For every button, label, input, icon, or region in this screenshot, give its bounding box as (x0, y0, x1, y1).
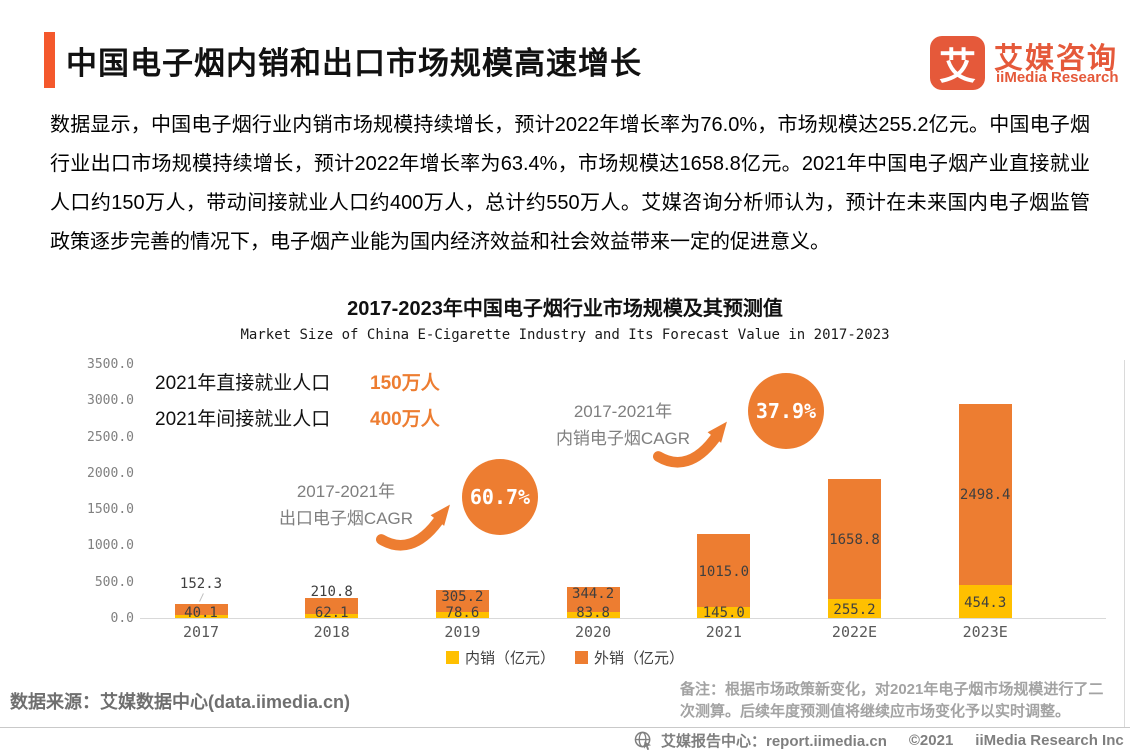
x-axis-label: 2021 (705, 623, 742, 641)
bar-segment-export (958, 403, 1012, 586)
chart-subtitle: Market Size of China E-Cigarette Industr… (240, 327, 890, 343)
bar-segment-export (828, 479, 881, 600)
y-axis-tick: 0.0 (110, 611, 134, 626)
legend-swatch (575, 651, 588, 664)
y-axis: 0.0 500.0 1000.0 1500.0 2000.0 2500.0 3000.0 35… (68, 357, 140, 626)
stacked-bar: 344.2 83.8 (566, 586, 620, 621)
footer-divider (0, 727, 1130, 728)
export-cagr-line1: 2017-2021年 (296, 482, 396, 501)
export-value-label: 344.2 (572, 585, 615, 602)
export-cagr-label: 2017-2021年 出口电子烟CAGR (251, 478, 441, 532)
direct-employment-label: 2021年直接就业人口 (155, 373, 331, 394)
footer-bar: 艾媒报告中心：report.iimedia.cn ©2021 iiMedia R… (634, 730, 1124, 750)
copyright-text: ©2021 (908, 732, 954, 749)
chart-plot: 152.3 40.1 2017 210.8 62.1 2018 305.2 78.6 2019 3… (140, 364, 1106, 641)
domestic-cagr-line1: 2017-2021年 (573, 402, 673, 421)
page-title: 中国电子烟内销和出口市场规模高速增长 (66, 46, 642, 81)
stacked-bar: 152.3 40.1 (174, 576, 228, 621)
bar-segment-domestic (828, 599, 881, 618)
logo-name-en: iiMedia Research (996, 69, 1119, 86)
domestic-value-label: 83.8 (576, 605, 610, 621)
bar-segment-domestic (305, 613, 359, 618)
growth-arrow-icon (652, 421, 727, 468)
domestic-value-label: 78.6 (445, 605, 480, 621)
data-source: 数据来源：艾媒数据中心(data.iimedia.cn) (10, 692, 351, 712)
x-axis-label: 2022E (831, 623, 878, 641)
stacked-bar: 2498.4 454.3 (958, 403, 1012, 618)
y-axis-tick: 1000.0 (87, 538, 134, 554)
export-value-label: 1658.8 (829, 532, 880, 549)
export-cagr-line2: 出口电子烟CAGR (278, 509, 414, 528)
x-axis-label: 2018 (313, 623, 350, 641)
bar-segment-domestic (174, 615, 228, 618)
domestic-cagr-badge: 37.9% (748, 373, 824, 449)
report-center-text: 艾媒报告中心：report.iimedia.cn (661, 733, 887, 750)
legend-label: 内销（亿元） (464, 650, 555, 667)
y-axis-tick: 3500.0 (87, 357, 134, 372)
stacked-bar: 1658.8 255.2 (828, 479, 881, 618)
export-value-label: 152.3 (179, 576, 223, 593)
bar-segment-export (305, 598, 359, 614)
y-axis-tick: 2500.0 (87, 429, 134, 445)
bar-segment-export (566, 586, 620, 612)
legend-item: 外销（亿元） (575, 647, 684, 668)
legend-label: 外销（亿元） (594, 650, 685, 667)
export-value-label: 1015.0 (698, 563, 750, 580)
stacked-bar: 305.2 78.6 (435, 589, 489, 621)
label-leader-line (199, 593, 204, 602)
x-axis-label: 2017 (182, 623, 220, 641)
footnote: 备注：根据市场政策新变化，对2021年电子烟市场规模进行了二次测算。后续年度预测… (680, 681, 1104, 720)
globe-cursor-icon (634, 731, 652, 750)
stacked-bar: 210.8 62.1 (305, 584, 359, 621)
export-value-label: 210.8 (310, 584, 353, 601)
legend-swatch (445, 651, 459, 664)
bar-segment-domestic (566, 611, 620, 618)
page-right-border (1124, 360, 1125, 727)
bar-segment-domestic (697, 607, 751, 618)
company-text: iiMedia Research Inc (975, 732, 1124, 749)
bar-segment-domestic (958, 585, 1012, 618)
x-axis-label: 2020 (575, 623, 612, 641)
logo-glyph: 艾 (939, 46, 976, 87)
domestic-cagr-label: 2017-2021年 内销电子烟CAGR (528, 398, 718, 452)
x-axis-label: 2019 (444, 623, 481, 641)
domestic-value-label: 454.3 (964, 594, 1007, 611)
bar-segment-domestic (435, 612, 489, 618)
intro-paragraph: 数据显示，中国电子烟行业内销市场规模持续增长，预计2022年增长率为76.0%，… (50, 114, 1090, 253)
chart-legend: 内销（亿元） 外销（亿元） (0, 647, 1130, 668)
chart-title: 2017-2023年中国电子烟行业市场规模及其预测值 (347, 298, 783, 320)
y-axis-tick: 1500.0 (87, 502, 134, 518)
iimedia-logo-icon: 艾 (930, 36, 985, 90)
bar-segment-export (174, 604, 228, 616)
domestic-cagr-line2: 内销电子烟CAGR (555, 429, 691, 448)
export-value-label: 305.2 (441, 589, 484, 606)
y-axis-tick: 2000.0 (87, 465, 134, 481)
logo-name-cn: 艾媒咨询 (994, 43, 1119, 75)
export-cagr-badge: 60.7% (462, 459, 538, 535)
growth-arrow-icon (375, 504, 450, 551)
export-value-label: 2498.4 (959, 487, 1011, 504)
indirect-employment-value: 400万人 (370, 409, 440, 430)
domestic-value-label: 145.0 (702, 605, 745, 621)
legend-item: 内销（亿元） (445, 647, 555, 668)
x-axis-label: 2023E (962, 623, 1008, 641)
domestic-value-label: 62.1 (314, 605, 349, 621)
y-axis-tick: 3000.0 (87, 393, 134, 409)
direct-employment-value: 150万人 (370, 373, 440, 394)
title-accent-bar (44, 32, 55, 88)
indirect-employment-label: 2021年间接就业人口 (155, 409, 331, 430)
bar-segment-export (697, 533, 751, 608)
bar-segment-export (435, 590, 489, 613)
y-axis-tick: 500.0 (94, 574, 134, 590)
stacked-bar: 1015.0 145.0 (697, 533, 751, 621)
domestic-value-label: 255.2 (833, 601, 876, 618)
domestic-value-label: 40.1 (184, 605, 218, 621)
